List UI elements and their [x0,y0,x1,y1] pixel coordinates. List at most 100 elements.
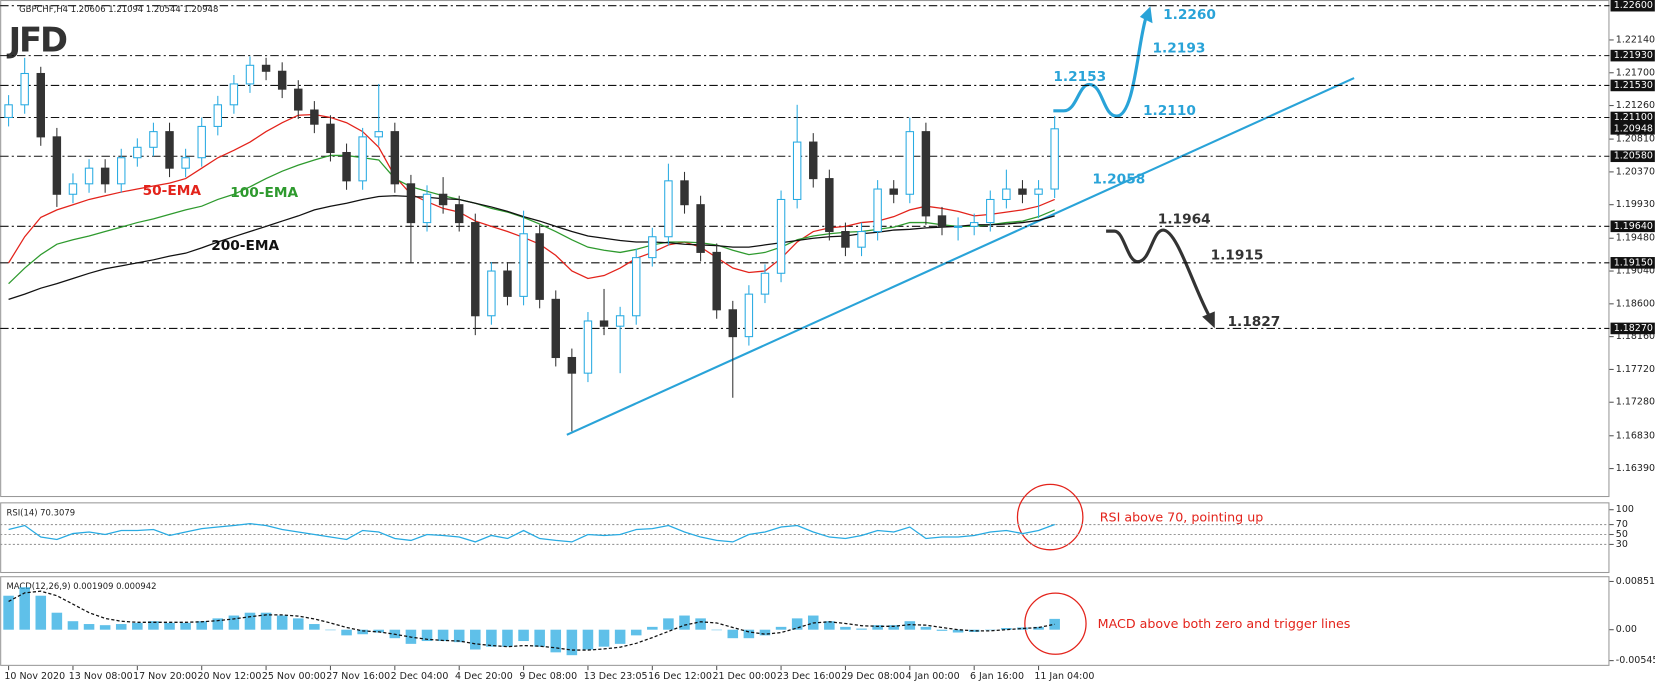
x-tick-label: 23 Dec 16:00 [777,671,841,682]
candle-body [1002,188,1011,201]
highlight-circle [1024,592,1087,655]
x-tick-label: 27 Nov 16:00 [326,671,390,682]
target-label: 1.2110 [1143,103,1196,119]
macd-bar [35,595,47,630]
x-tick-label: 2 Dec 04:00 [391,671,449,682]
candle-body [197,125,206,159]
level-label: 1.20580 [1614,151,1653,162]
macd-bar [824,621,835,630]
macd-note: MACD above both zero and trigger lines [1098,616,1351,631]
x-tick-label: 16 Dec 12:00 [648,671,712,682]
x-tick-label: 29 Dec 08:00 [841,671,905,682]
y-tick-label: 70 [1616,519,1628,530]
x-tick-label: 4 Jan 00:00 [906,671,960,682]
y-tick-label: 100 [1616,504,1634,515]
macd-bar [856,628,867,630]
macd-bar [421,629,433,642]
macd-bar [695,618,706,630]
level-label-box [1610,220,1655,233]
y-tick-label: 0.008515 [1616,576,1655,587]
candle-body [406,183,416,224]
y-tick-label: -0.005459 [1616,655,1655,666]
macd-bar [276,615,288,630]
candle-body [696,204,705,253]
macd-bar [872,625,883,630]
candle-body [744,293,754,338]
candle-body [632,257,641,317]
macd-bar [486,629,497,647]
macd-bar [357,629,368,635]
arrow-head [1139,6,1153,24]
rsi-header: RSI(14) 70.3079 [6,507,75,517]
y-tick-label: 1.18600 [1616,298,1655,309]
y-tick-label: 1.21260 [1616,100,1655,111]
candle-body [326,123,335,154]
level-label: 1.21100 [1614,112,1653,123]
macd-bar [566,629,578,656]
candle-body [342,151,351,182]
rsi-note: RSI above 70, pointing up [1100,510,1264,525]
y-tick-label: 1.17280 [1616,397,1655,408]
level-label-box [1610,49,1655,62]
macd-bar [518,629,529,642]
candle-body [52,136,62,195]
candle-body [310,109,319,125]
macd-bar [936,629,948,631]
y-tick-label: 1.16390 [1616,463,1655,474]
macd-bar [614,629,626,644]
macd-bar [83,624,95,630]
target-label: 1.2260 [1163,7,1216,23]
candle-body [20,72,29,106]
target-label: 1.2153 [1053,69,1106,85]
rsi-line [8,523,1055,543]
macd-bar [904,621,916,630]
candle-body [358,136,367,182]
level-label-box [1610,111,1655,124]
candle-body [1018,188,1027,195]
macd-bar [1033,626,1044,630]
series-label: 200-EMA [211,238,279,254]
level-label: 1.18270 [1614,323,1653,334]
candle-body [889,188,898,195]
macd-bar [373,629,385,633]
candle-body [680,180,689,206]
candle-body [454,204,464,224]
macd-bar [1017,627,1028,630]
y-tick-label: 1.22140 [1616,34,1655,45]
macd-bar [1001,627,1012,630]
y-tick-label: 1.16830 [1616,430,1655,441]
candle-body [68,183,78,195]
candle-body [712,251,721,311]
macd-bar [341,629,352,636]
candle-body [117,157,126,185]
target-label: 1.1964 [1158,212,1211,228]
highlight-circle [1016,483,1084,551]
candle-body [583,320,593,374]
level-label-box [1610,79,1655,92]
macd-bar [196,621,207,630]
current-price-label: 1.20948 [1614,123,1653,134]
y-tick-label: 1.19040 [1616,266,1655,277]
target-label: 1.2058 [1092,171,1145,187]
level-label-box [1610,322,1655,335]
macd-bar [3,595,14,630]
macd-bar [212,618,224,630]
candle-body [84,167,94,185]
macd-bar [309,624,320,630]
candle-body [374,131,383,138]
level-label: 1.21930 [1614,50,1653,61]
x-tick-label: 25 Nov 00:00 [262,671,326,682]
candle-body [953,225,963,228]
trend-line [566,77,1355,436]
candle-body [438,193,448,206]
macd-bar [598,629,610,647]
candle-body [36,72,45,138]
macd-bar [244,612,256,630]
candle-body [390,131,400,185]
macd-panel-frame [0,576,1610,666]
macd-bar [647,626,658,630]
candle-body [937,215,947,227]
candle-body [728,309,738,338]
